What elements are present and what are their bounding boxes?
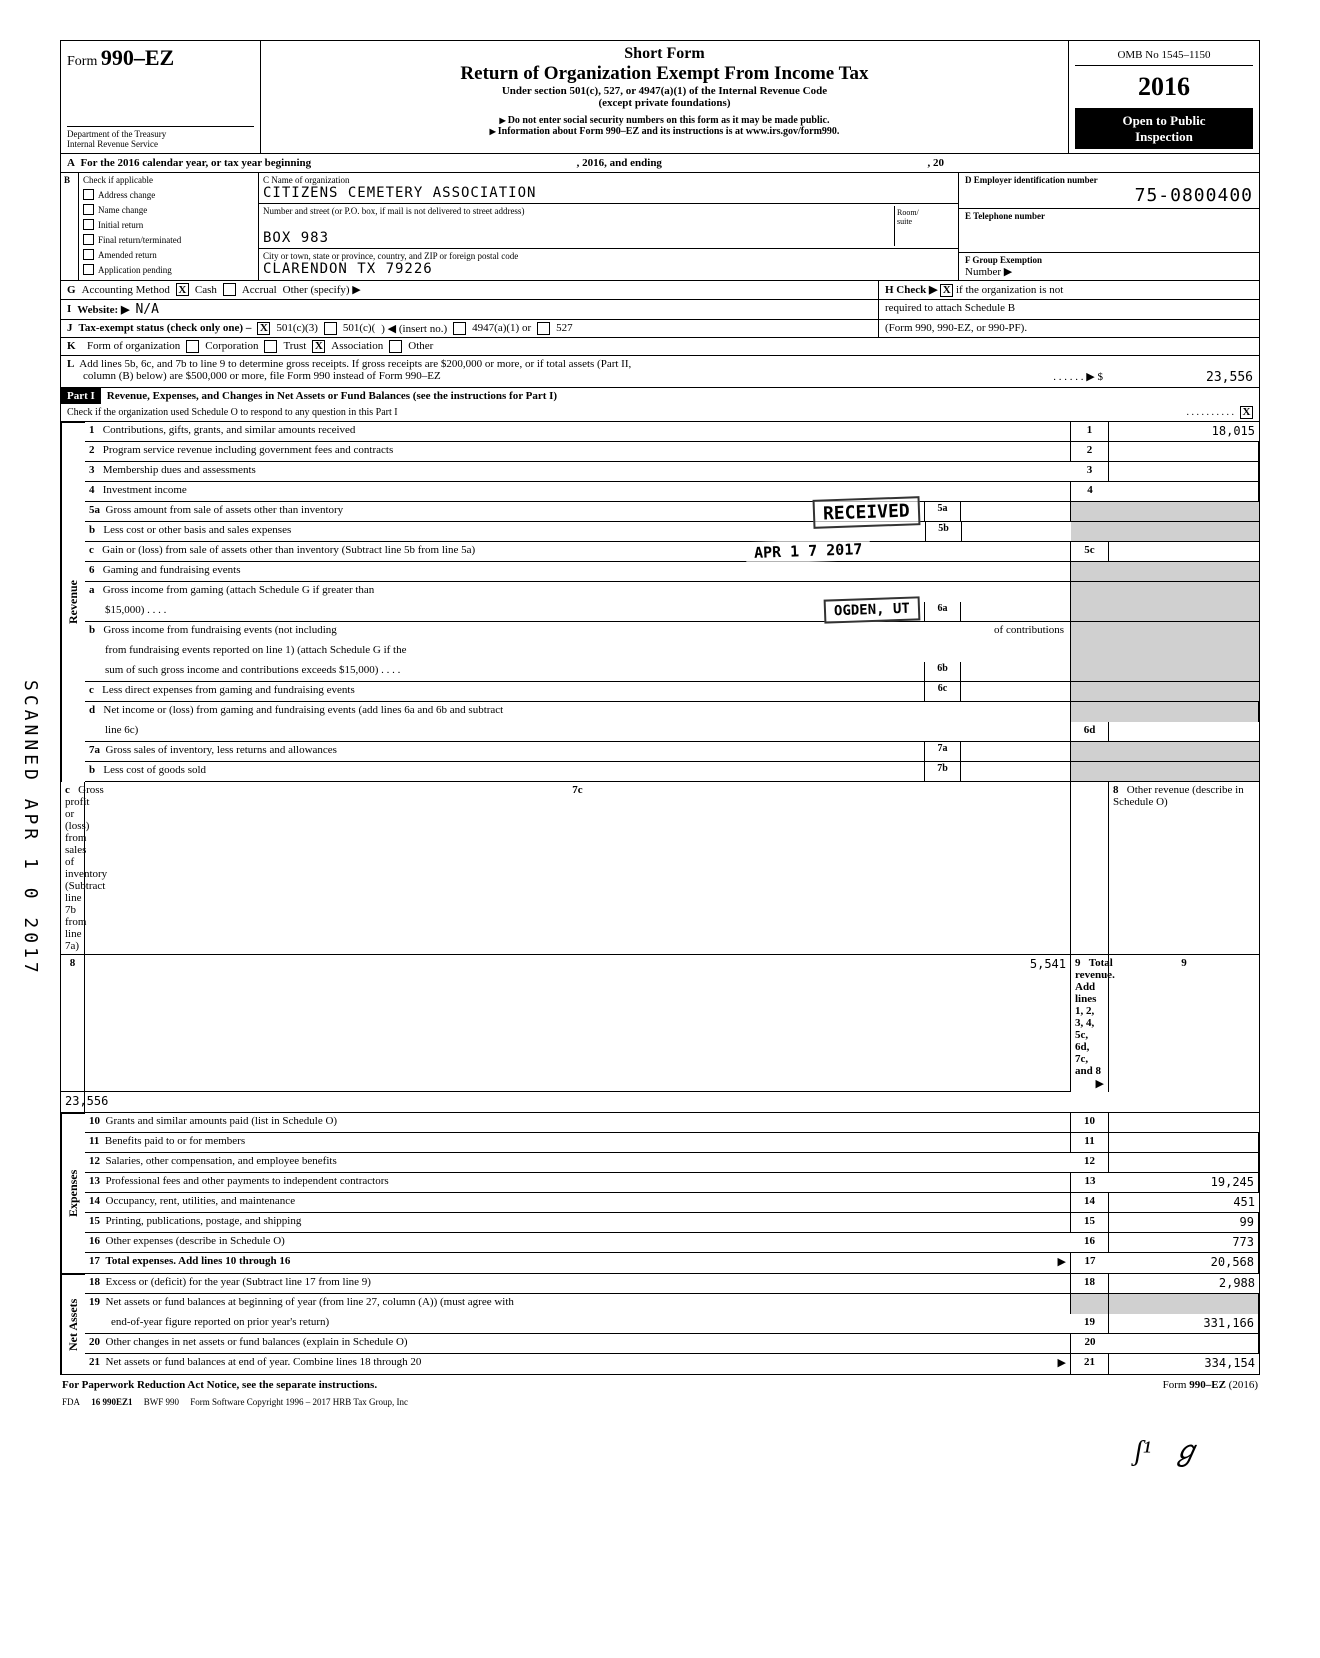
chk-527[interactable]: [537, 322, 550, 335]
form-number: Form 990–EZ: [67, 45, 254, 71]
chk-501c[interactable]: [324, 322, 337, 335]
chk-app-pending[interactable]: [83, 264, 94, 275]
note-ssn: Do not enter social security numbers on …: [267, 115, 1062, 126]
gross-receipts: 23,556: [1103, 370, 1253, 385]
section-netassets: Net Assets: [61, 1274, 85, 1374]
part1-title: Revenue, Expenses, and Changes in Net As…: [101, 388, 1259, 404]
ein-label: D Employer identification number: [965, 175, 1253, 185]
dept-treasury: Department of the Treasury Internal Reve…: [67, 126, 254, 149]
amt-line21: 334,154: [1109, 1354, 1259, 1374]
row-j: J Tax-exempt status (check only one) – X…: [60, 320, 1260, 338]
form-header: Form 990–EZ Department of the Treasury I…: [60, 40, 1260, 154]
side-scanned: SCANNED APR 1 0 2017: [20, 680, 41, 977]
street-value: BOX 983: [263, 230, 894, 246]
city-label: City or town, state or province, country…: [263, 251, 954, 261]
chk-cash[interactable]: X: [176, 283, 189, 296]
website-value: N/A: [135, 302, 158, 317]
paperwork-notice: For Paperwork Reduction Act Notice, see …: [62, 1379, 377, 1391]
amt-line19: 331,166: [1109, 1314, 1259, 1334]
col-b-letter: B: [61, 173, 79, 280]
chk-schedule-o[interactable]: X: [1240, 406, 1253, 419]
row-a: A For the 2016 calendar year, or tax yea…: [60, 154, 1260, 173]
ledger-netassets: Net Assets 18 Excess or (deficit) for th…: [60, 1274, 1260, 1375]
amt-line9: 23,556: [61, 1092, 85, 1112]
amt-line16: 773: [1109, 1233, 1259, 1253]
chk-corp[interactable]: [186, 340, 199, 353]
row-l: L Add lines 5b, 6c, and 7b to line 9 to …: [60, 356, 1260, 388]
col-b-checks: Check if applicable Address change Name …: [79, 173, 259, 280]
section-revenue: Revenue: [61, 422, 85, 782]
main-title: Return of Organization Exempt From Incom…: [267, 63, 1062, 85]
c-name-label: C Name of organization: [263, 175, 954, 185]
footer-small: FDA 16 990EZ1 BWF 990 Form Software Copy…: [60, 1395, 1260, 1409]
chk-name-change[interactable]: [83, 204, 94, 215]
chk-other-org[interactable]: [389, 340, 402, 353]
stamp-ogden: OGDEN, UT: [824, 596, 921, 623]
amt-line1: 18,015: [1109, 422, 1259, 442]
col-c: C Name of organization CITIZENS CEMETERY…: [259, 173, 959, 280]
stamp-date: APR 1 7 2017: [745, 537, 870, 563]
row-g: G Accounting Method XCash Accrual Other …: [60, 281, 1260, 300]
chk-4947[interactable]: [453, 322, 466, 335]
short-form-title: Short Form: [267, 45, 1062, 63]
chk-address-change[interactable]: [83, 189, 94, 200]
chk-amended[interactable]: [83, 249, 94, 260]
tax-year: 2016: [1075, 66, 1253, 109]
col-def: D Employer identification number 75-0800…: [959, 173, 1259, 280]
ledger-revenue: Revenue 1 Contributions, gifts, grants, …: [60, 422, 1260, 1113]
section-expenses: Expenses: [61, 1113, 85, 1273]
chk-trust[interactable]: [264, 340, 277, 353]
signature-initials: ʃ¹ ℊ: [60, 1409, 1260, 1469]
ein-value: 75-0800400: [965, 185, 1253, 206]
row-k: K Form of organization Corporation Trust…: [60, 338, 1260, 356]
amt-line13: 19,245: [1109, 1173, 1259, 1193]
form-version: Form 990–EZ (2016): [1163, 1379, 1258, 1391]
part1-label: Part I: [61, 388, 101, 404]
subtitle: Under section 501(c), 527, or 4947(a)(1)…: [267, 85, 1062, 109]
row-i: I Website: ▶ N/A required to attach Sche…: [60, 300, 1260, 320]
room-suite: Room/ suite: [894, 206, 954, 246]
chk-final-return[interactable]: [83, 234, 94, 245]
amt-line14: 451: [1109, 1193, 1259, 1213]
chk-schedule-b[interactable]: X: [940, 284, 953, 297]
chk-initial-return[interactable]: [83, 219, 94, 230]
group-exempt-label: F Group Exemption: [965, 255, 1253, 265]
phone-label: E Telephone number: [965, 211, 1253, 221]
group-exempt-sub: Number ▶: [965, 265, 1253, 278]
ledger-expenses: Expenses 10 Grants and similar amounts p…: [60, 1113, 1260, 1274]
city-value: CLARENDON TX 79226: [263, 261, 954, 277]
amt-line17: 20,568: [1109, 1253, 1259, 1273]
amt-line8: 5,541: [85, 955, 1071, 1092]
block-bcdef: B Check if applicable Address change Nam…: [60, 173, 1260, 281]
open-public: Open to PublicInspection: [1075, 109, 1253, 149]
note-info: Information about Form 990–EZ and its in…: [267, 126, 1062, 137]
part1-header: Part I Revenue, Expenses, and Changes in…: [60, 388, 1260, 422]
chk-accrual[interactable]: [223, 283, 236, 296]
chk-501c3[interactable]: X: [257, 322, 270, 335]
omb-number: OMB No 1545–1150: [1075, 45, 1253, 66]
street-label: Number and street (or P.O. box, if mail …: [263, 206, 894, 216]
amt-line18: 2,988: [1109, 1274, 1259, 1294]
footer: For Paperwork Reduction Act Notice, see …: [60, 1375, 1260, 1395]
chk-assoc[interactable]: X: [312, 340, 325, 353]
org-name: CITIZENS CEMETERY ASSOCIATION: [263, 185, 954, 201]
amt-line15: 99: [1109, 1213, 1259, 1233]
